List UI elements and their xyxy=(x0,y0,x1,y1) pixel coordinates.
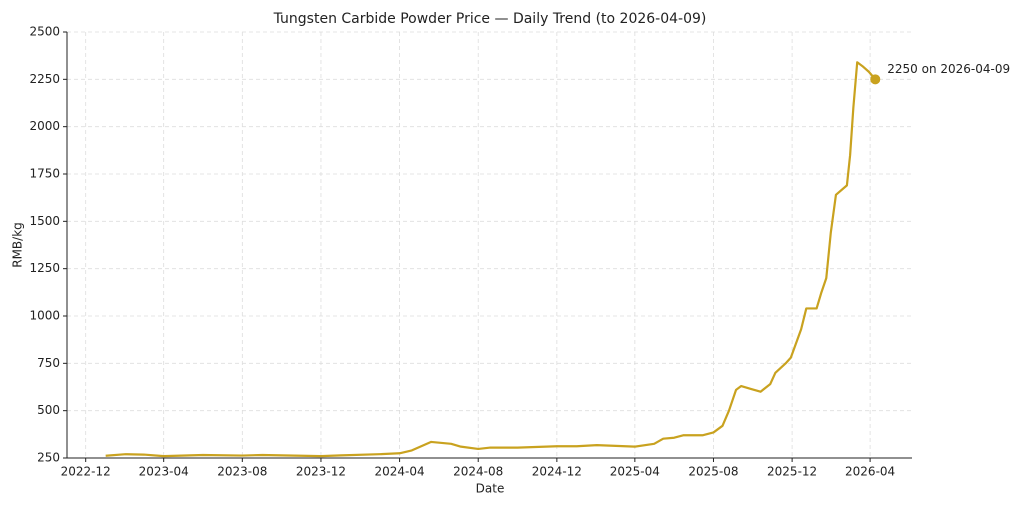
price-line xyxy=(105,61,877,458)
x-tick-label: 2023-04 xyxy=(139,465,189,479)
x-tick-label: 2025-08 xyxy=(688,465,738,479)
annotation: 2250 on 2026-04-09 xyxy=(887,62,1010,76)
y-tick-label: 750 xyxy=(37,356,60,370)
y-tick-label: 1250 xyxy=(29,261,60,275)
x-axis-label: Date xyxy=(476,482,505,496)
y-tick-label: 2000 xyxy=(29,119,60,133)
y-tick-label: 1000 xyxy=(29,309,60,323)
x-tick-label: 2023-08 xyxy=(217,465,267,479)
x-tick-label: 2022-12 xyxy=(61,465,111,479)
y-tick-label: 250 xyxy=(37,451,60,465)
x-tick-label: 2026-04 xyxy=(845,465,895,479)
x-tick-label: 2024-04 xyxy=(375,465,425,479)
chart-title: Tungsten Carbide Powder Price — Daily Tr… xyxy=(273,11,707,27)
last-point xyxy=(870,74,881,85)
x-tick-label: 2024-12 xyxy=(532,465,582,479)
x-tick-label: 2025-04 xyxy=(610,465,660,479)
x-tick-label: 2025-12 xyxy=(767,465,817,479)
y-tick-label: 2250 xyxy=(29,72,60,86)
y-tick-label: 1750 xyxy=(29,167,60,181)
x-tick-label: 2024-08 xyxy=(453,465,503,479)
y-tick-label: 2500 xyxy=(29,25,60,39)
y-tick-label: 1500 xyxy=(29,214,60,228)
x-tick-label: 2023-12 xyxy=(296,465,346,479)
y-axis-label: RMB/kg xyxy=(11,222,25,268)
y-tick-label: 500 xyxy=(37,403,60,417)
